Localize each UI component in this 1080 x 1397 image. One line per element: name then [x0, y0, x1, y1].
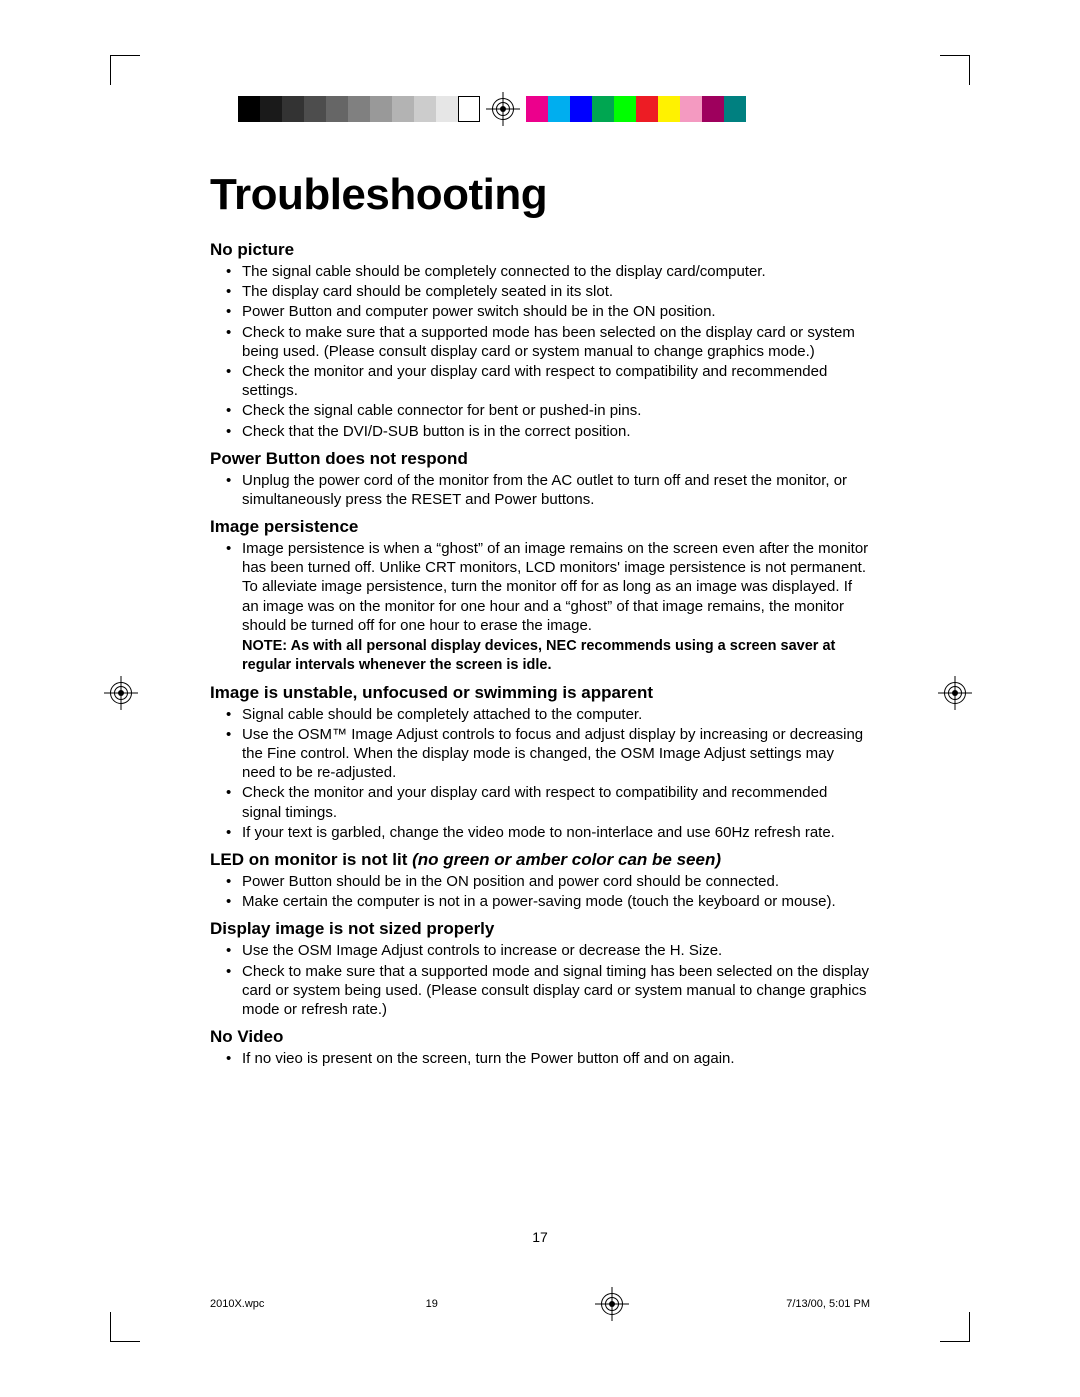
gray-swatch [436, 96, 458, 122]
bullet-item: The display card should be completely se… [242, 282, 870, 301]
registration-mark-right [942, 680, 972, 710]
bullet-item: Make certain the computer is not in a po… [242, 892, 870, 911]
bullet-list: Unplug the power cord of the monitor fro… [210, 471, 870, 509]
gray-swatch [370, 96, 392, 122]
bullet-item: Power Button and computer power switch s… [242, 302, 870, 321]
grayscale-swatches [238, 96, 480, 122]
bullet-item: Check to make sure that a supported mode… [242, 323, 870, 361]
color-swatch [636, 96, 658, 122]
gray-swatch [458, 96, 480, 122]
footer-bar: 2010X.wpc 19 7/13/00, 5:01 PM [210, 1291, 870, 1317]
bullet-item: If your text is garbled, change the vide… [242, 823, 870, 842]
section-heading: Power Button does not respond [210, 449, 870, 469]
gray-swatch [392, 96, 414, 122]
gray-swatch [282, 96, 304, 122]
section-note: NOTE: As with all personal display devic… [210, 637, 870, 675]
crop-mark-tl [110, 55, 140, 85]
bullet-list: Power Button should be in the ON positio… [210, 872, 870, 911]
section-heading: LED on monitor is not lit (no green or a… [210, 850, 870, 870]
bullet-item: Power Button should be in the ON positio… [242, 872, 870, 891]
color-swatch [658, 96, 680, 122]
bullet-list: The signal cable should be completely co… [210, 262, 870, 441]
bullet-item: Check the monitor and your display card … [242, 362, 870, 400]
gray-swatch [304, 96, 326, 122]
bullet-item: Check the signal cable connector for ben… [242, 401, 870, 420]
bullet-item: Check that the DVI/D-SUB button is in th… [242, 422, 870, 441]
color-swatch [614, 96, 636, 122]
crop-mark-bl [110, 1312, 140, 1342]
crop-mark-tr [940, 55, 970, 85]
registration-mark-top [490, 96, 516, 122]
bullet-item: If no vieo is present on the screen, tur… [242, 1049, 870, 1068]
section-heading: No picture [210, 240, 870, 260]
bullet-item: Unplug the power cord of the monitor fro… [242, 471, 870, 509]
color-swatch [724, 96, 746, 122]
page-content: Troubleshooting No picture The signal cab… [210, 170, 870, 1069]
color-swatches [526, 96, 746, 122]
section-heading: Image is unstable, unfocused or swimming… [210, 683, 870, 703]
bullet-item: Use the OSM Image Adjust controls to inc… [242, 941, 870, 960]
color-swatch [570, 96, 592, 122]
page-title: Troubleshooting [210, 170, 870, 220]
gray-swatch [238, 96, 260, 122]
footer-filename: 2010X.wpc [210, 1298, 264, 1310]
bullet-list: Use the OSM Image Adjust controls to inc… [210, 941, 870, 1019]
color-swatch [548, 96, 570, 122]
bullet-item: Check the monitor and your display card … [242, 783, 870, 821]
bullet-list: If no vieo is present on the screen, tur… [210, 1049, 870, 1068]
section-heading: No Video [210, 1027, 870, 1047]
page-number: 17 [532, 1229, 548, 1245]
bullet-item: Use the OSM™ Image Adjust controls to fo… [242, 725, 870, 783]
section-heading: Image persistence [210, 517, 870, 537]
gray-swatch [348, 96, 370, 122]
crop-mark-br [940, 1312, 970, 1342]
registration-mark-left [108, 680, 138, 710]
color-swatch [526, 96, 548, 122]
footer-timestamp: 7/13/00, 5:01 PM [786, 1298, 870, 1310]
bullet-item: Check to make sure that a supported mode… [242, 962, 870, 1020]
bullet-item: The signal cable should be completely co… [242, 262, 870, 281]
gray-swatch [414, 96, 436, 122]
color-swatch [680, 96, 702, 122]
bullet-list: Image persistence is when a “ghost” of a… [210, 539, 870, 635]
color-swatch [702, 96, 724, 122]
registration-mark-bottom [599, 1291, 625, 1317]
bullet-item: Image persistence is when a “ghost” of a… [242, 539, 870, 635]
gray-swatch [326, 96, 348, 122]
section-heading: Display image is not sized properly [210, 919, 870, 939]
color-calibration-bar [238, 95, 842, 123]
gray-swatch [260, 96, 282, 122]
bullet-list: Signal cable should be completely attach… [210, 705, 870, 842]
bullet-item: Signal cable should be completely attach… [242, 705, 870, 724]
footer-sheet: 19 [426, 1298, 438, 1310]
section-heading-italic: (no green or amber color can be seen) [412, 850, 721, 869]
color-swatch [592, 96, 614, 122]
